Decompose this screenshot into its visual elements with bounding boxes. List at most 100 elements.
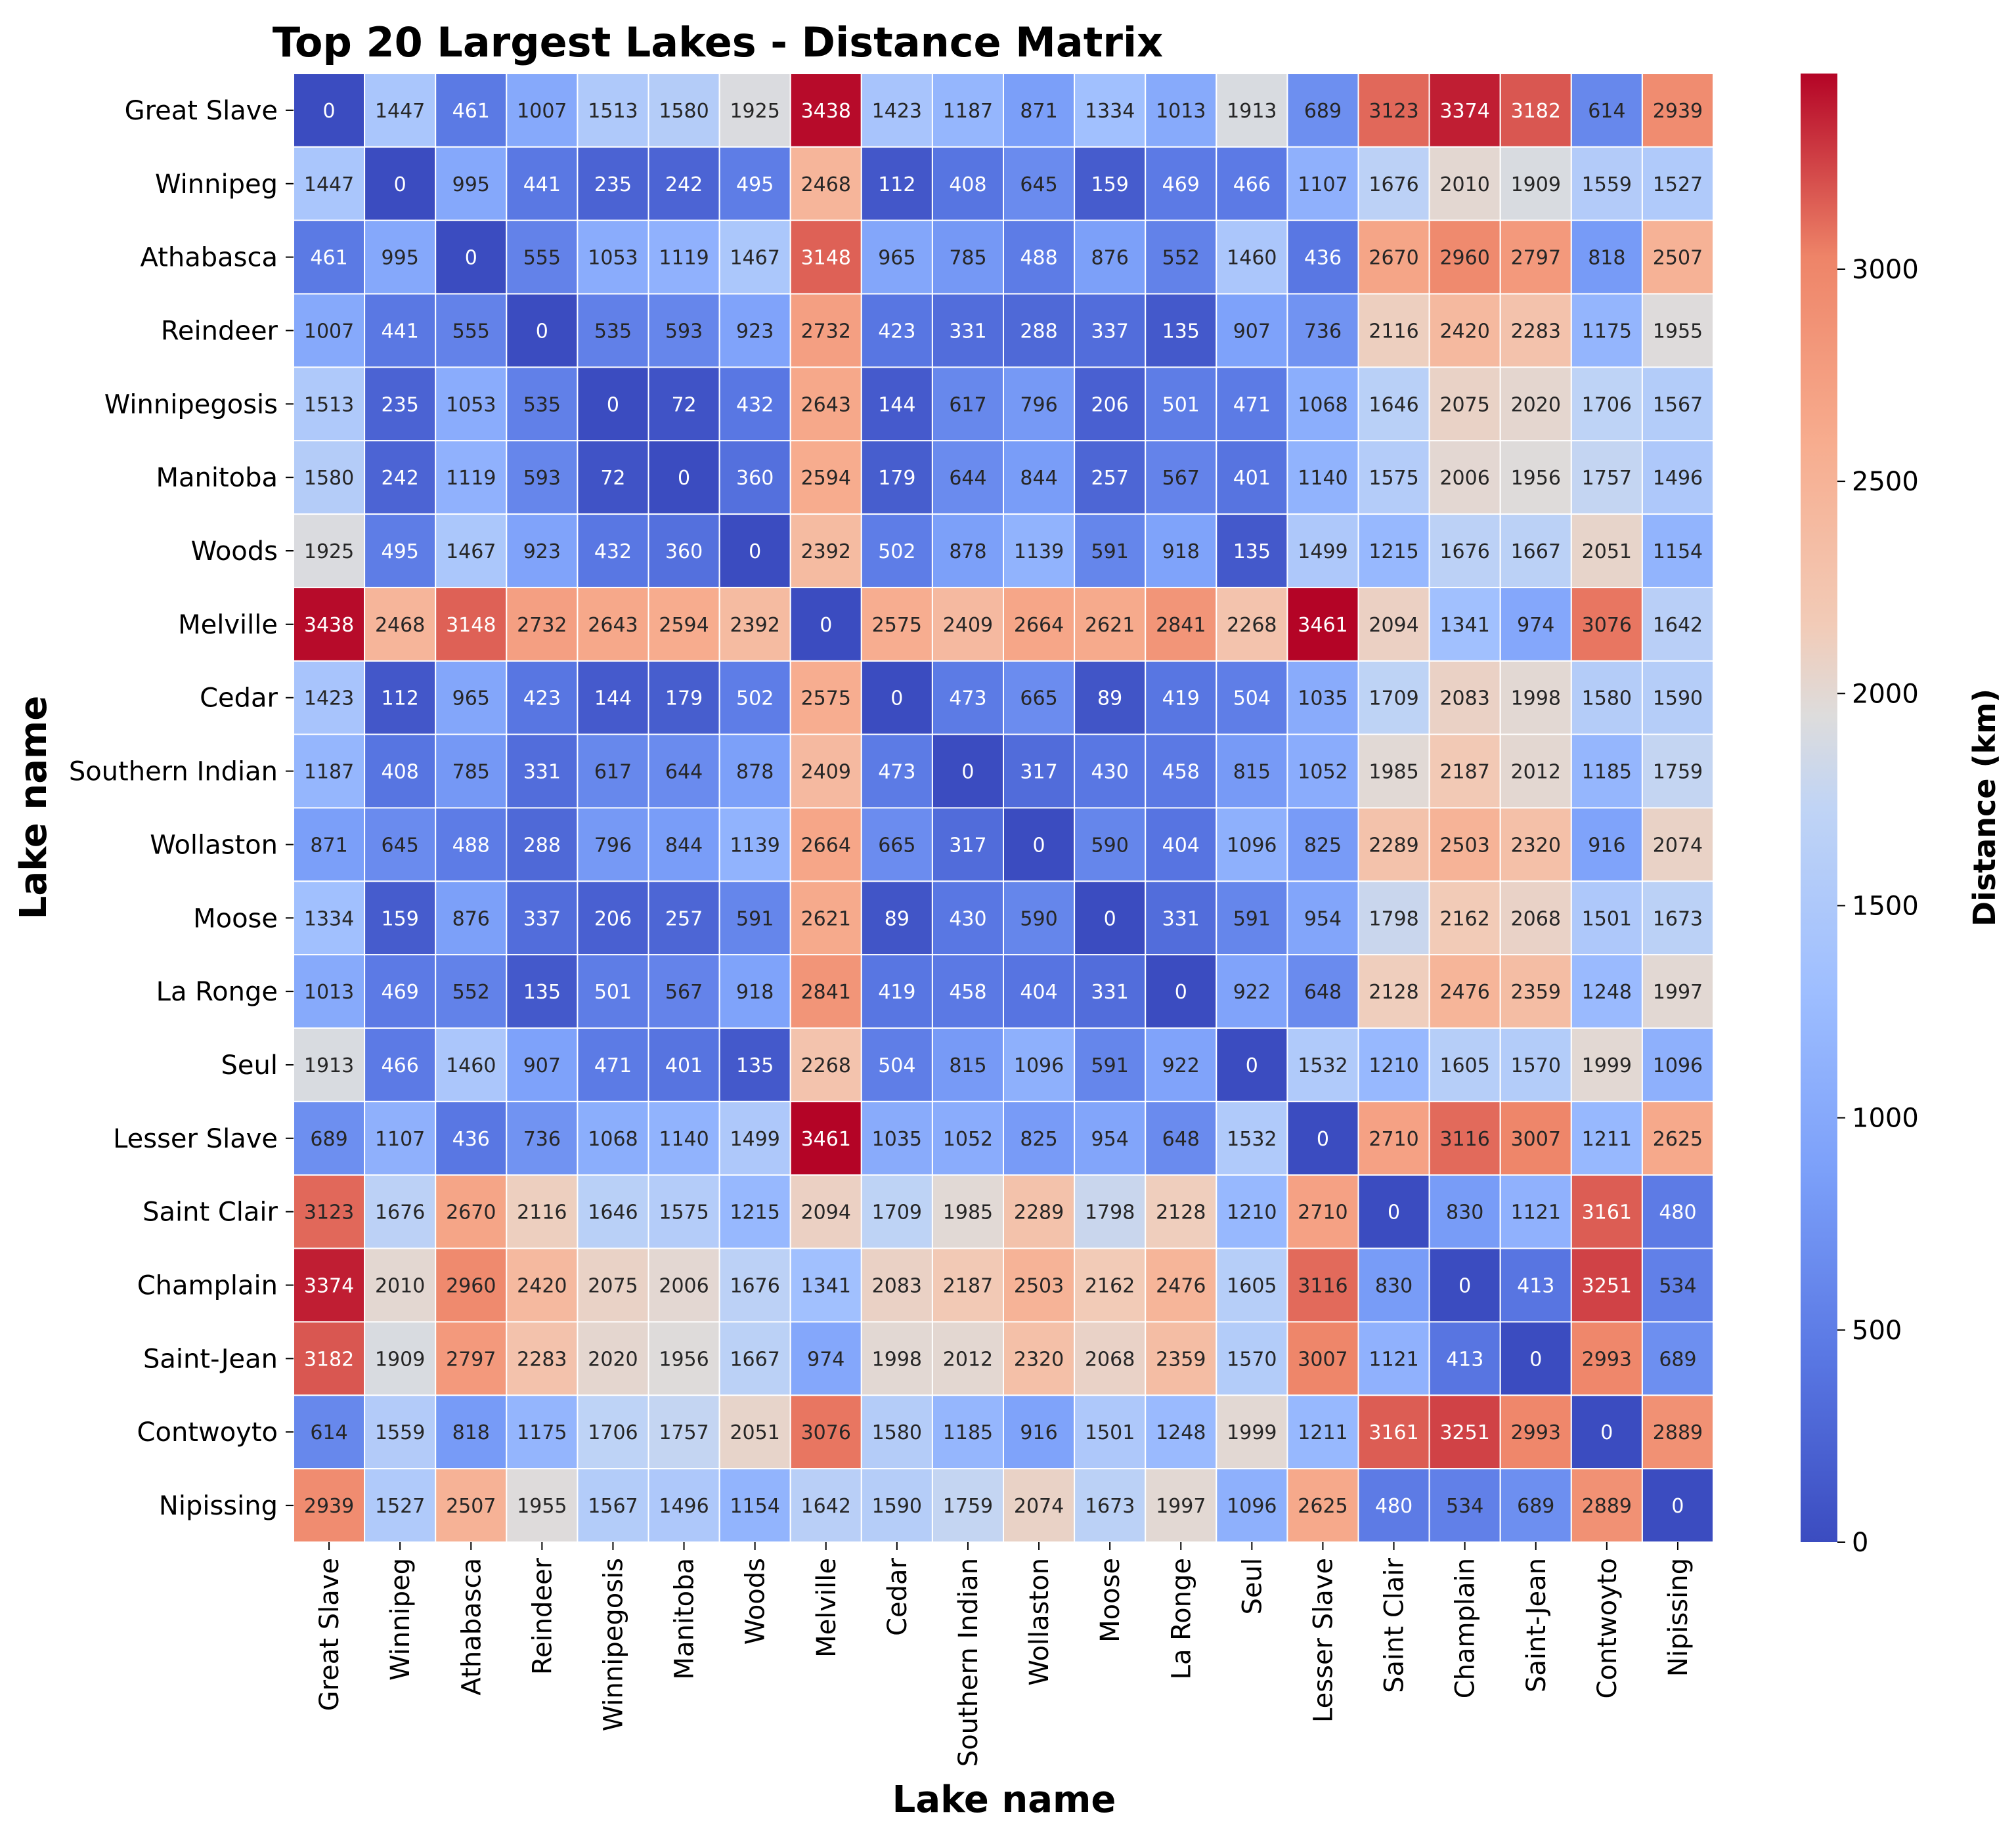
heatmap-cell [435,660,508,735]
cell-value-label: 1096 [1227,834,1277,857]
heatmap-cell [1003,366,1076,442]
cell-value-label: 1955 [517,1495,567,1518]
cell-value-label: 360 [736,467,774,490]
cell-value-label: 1496 [659,1495,709,1518]
y-tick-label: Contwoyto [137,1417,278,1448]
y-tick-label: Manitoba [156,463,278,493]
cell-value-label: 1119 [659,247,709,270]
cell-value-label: 1121 [1369,1348,1418,1371]
cell-value-label: 0 [820,614,832,637]
cell-value-label: 535 [523,393,561,416]
cell-value-label: 1590 [1653,687,1703,710]
cell-value-label: 135 [1233,540,1271,563]
cell-value-label: 1096 [1227,1495,1277,1518]
heatmap-cell [1357,1247,1430,1323]
cell-value-label: 1757 [659,1421,709,1444]
heatmap-cell [1357,73,1430,148]
cell-value-label: 1068 [1298,393,1348,416]
heatmap-cell [577,1174,649,1249]
cell-value-label: 1998 [1511,687,1561,710]
cell-value-label: 495 [736,173,774,196]
cell-value-label: 1997 [1156,1495,1206,1518]
cell-value-label: 2960 [1439,247,1489,270]
cell-value-label: 1496 [1653,467,1703,490]
heatmap-cell [1499,1174,1572,1249]
cell-value-label: 466 [382,1054,419,1077]
cell-value-label: 591 [736,907,774,930]
heatmap-cell [1286,219,1359,295]
cell-value-label: 1119 [446,467,496,490]
cell-value-label: 480 [1659,1201,1696,1224]
x-tick-label: Seul [1237,1558,1267,1614]
cell-value-label: 0 [961,761,974,784]
cell-value-label: 2710 [1369,1128,1418,1151]
y-tick-label: Southern Indian [69,757,278,787]
cell-value-label: 2409 [943,614,993,637]
cell-value-label: 2409 [801,761,851,784]
heatmap-cell [789,586,862,662]
x-tick-label: Moose [1095,1558,1126,1643]
y-axis-title: Lake name [12,696,55,920]
heatmap-cell [1286,1247,1359,1323]
heatmap-cell [1641,1100,1714,1176]
y-axis-tick-labels: Great Slave Winnipeg Athabasca Reindeer Winn… [69,96,294,1521]
cell-value-label: 844 [665,834,703,857]
cell-value-label: 504 [878,1054,915,1077]
cell-value-label: 1575 [659,1201,709,1224]
cell-value-label: 0 [607,393,619,416]
cell-value-label: 0 [1246,1054,1258,1077]
cell-value-label: 408 [382,761,419,784]
cell-value-label: 876 [1091,247,1129,270]
heatmap-cell [1216,1100,1288,1176]
cell-value-label: 1985 [943,1201,993,1224]
heatmap-cell [931,293,1005,368]
cell-value-label: 2289 [1369,834,1418,857]
cell-value-label: 617 [594,761,632,784]
cell-value-label: 430 [949,907,986,930]
cell-value-label: 2594 [801,467,851,490]
cell-value-label: 954 [1091,1128,1129,1151]
heatmap-cell [435,1394,508,1470]
heatmap-cell [789,880,862,956]
x-tick-label: Saint-Jean [1522,1558,1552,1692]
cell-value-label: 1798 [1085,1201,1135,1224]
x-tick-label: Melville [812,1558,842,1658]
cell-value-label: 871 [1020,100,1057,123]
heatmap-cell [293,1027,366,1102]
cell-value-label: 423 [878,320,915,343]
cell-value-label: 644 [949,467,986,490]
heatmap-cell [1357,440,1430,515]
heatmap-cell [1499,807,1572,882]
cell-value-label: 1913 [1227,100,1277,123]
cell-value-label: 1499 [1298,540,1348,563]
x-tick-label: Lesser Slave [1308,1558,1338,1723]
heatmap-cell [789,1394,862,1470]
cell-value-label: 1210 [1369,1054,1418,1077]
heatmap-cell [718,807,791,882]
heatmap-cell [931,880,1005,956]
cell-value-label: 3123 [304,1201,354,1224]
cell-value-label: 3374 [304,1275,354,1298]
heatmap-cell [1074,293,1147,368]
heatmap-cell [1428,1174,1501,1249]
cell-value-label: 3438 [801,100,851,123]
y-tick-label: Saint-Jean [143,1344,278,1374]
heatmap-cell [435,880,508,956]
x-tick-label: Reindeer [527,1557,558,1675]
cell-value-label: 206 [594,907,632,930]
cell-value-label: 0 [678,467,690,490]
cell-value-label: 2020 [588,1348,638,1371]
cell-value-label: 1559 [375,1421,425,1444]
heatmap-cell [789,1174,862,1249]
heatmap-cell [1570,807,1643,882]
cell-value-label: 3251 [1439,1421,1489,1444]
heatmap-cell [1428,1100,1501,1176]
cell-value-label: 0 [536,320,548,343]
heatmap-cell [860,733,933,809]
heatmap-cell [1428,1468,1501,1543]
heatmap-cell [718,1321,791,1396]
heatmap-cell [1641,366,1714,442]
cell-value-label: 3116 [1439,1128,1489,1151]
cell-value-label: 617 [949,393,986,416]
